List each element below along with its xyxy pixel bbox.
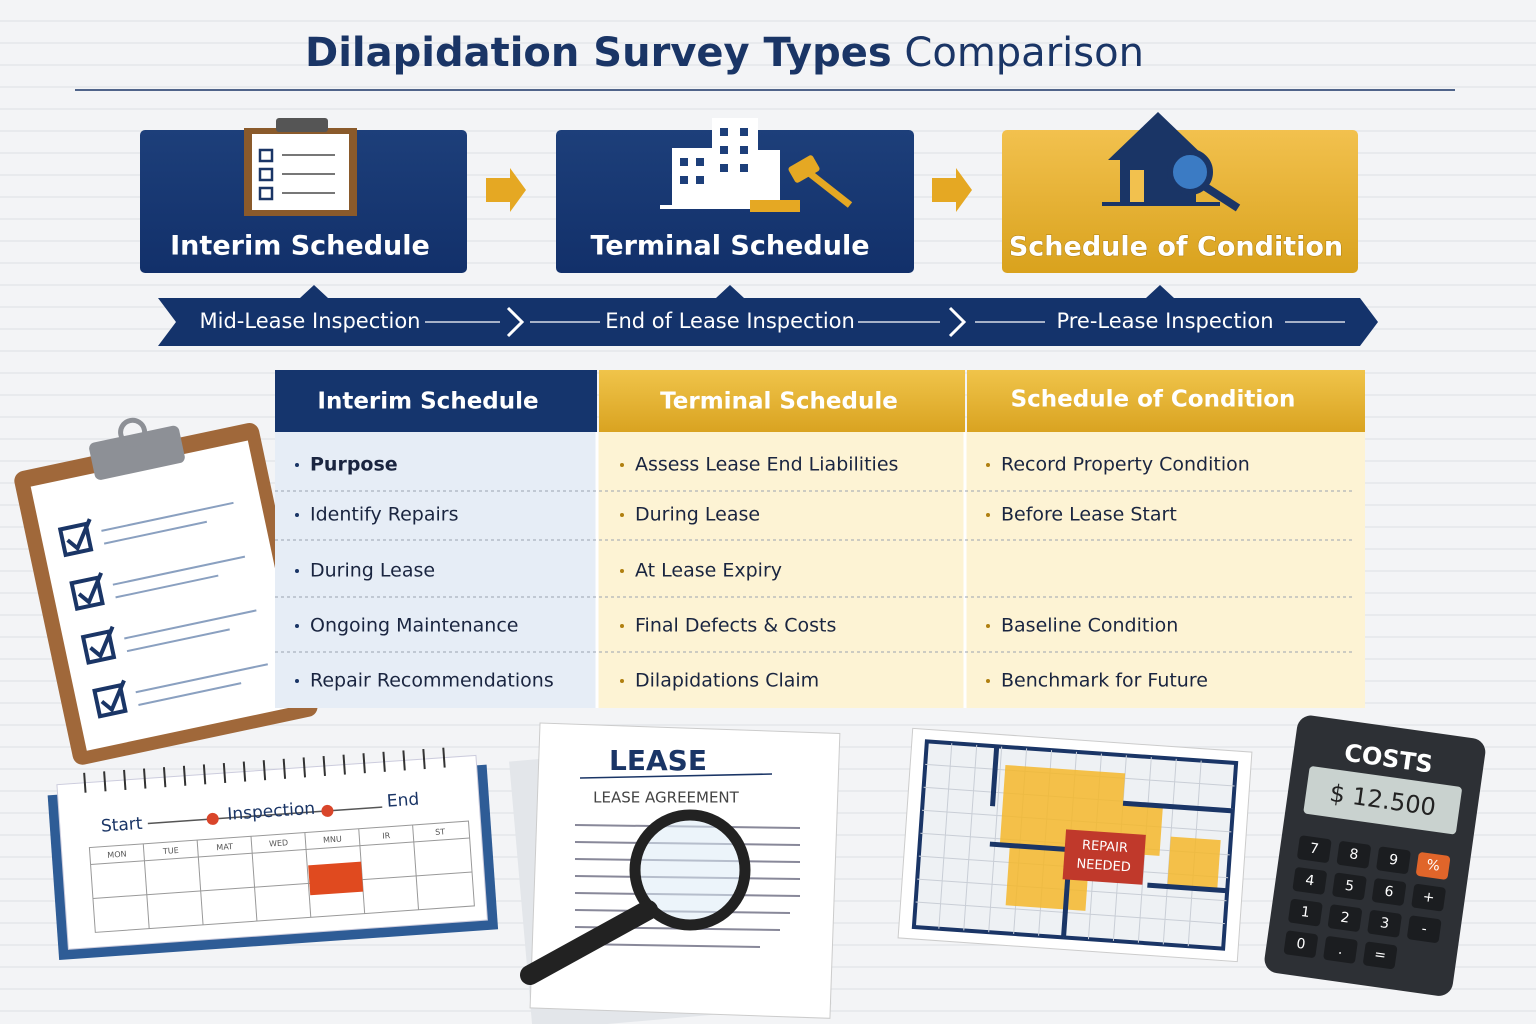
- day-label: TUE: [162, 846, 179, 856]
- card: Schedule of Condition: [1002, 112, 1358, 273]
- bullet: [295, 624, 299, 628]
- lease-illustration: LEASE LEASE AGREEMENT: [509, 722, 841, 1024]
- bullet: [986, 624, 990, 628]
- bullet: [620, 679, 624, 683]
- table-cell: Assess Lease End Liabilities: [635, 454, 898, 476]
- clipboard-illustration: [14, 417, 318, 765]
- day-label: IR: [382, 831, 391, 841]
- bullet: [295, 679, 299, 683]
- card-label: Terminal Schedule: [590, 231, 869, 262]
- title-rest: Comparison: [904, 30, 1144, 76]
- bullet: [295, 569, 299, 573]
- table-header: Schedule of Condition: [1011, 387, 1296, 413]
- calculator-key: [1297, 835, 1332, 863]
- title: Dilapidation Survey Types Comparison: [305, 30, 1144, 76]
- key-label: 3: [1379, 915, 1390, 932]
- repair-tag: REPAIR: [1081, 838, 1128, 856]
- key-label: 4: [1304, 872, 1315, 889]
- bullet: [620, 513, 624, 517]
- timeline-label: Pre-Lease Inspection: [1056, 309, 1273, 333]
- calculator-illustration: COSTS $ 12.500 7 8 94 5 61 2 30. =%+-: [1264, 715, 1486, 996]
- table-cell: At Lease Expiry: [635, 560, 782, 582]
- calculator-key: [1363, 941, 1398, 969]
- table-header: Interim Schedule: [317, 389, 538, 415]
- table-cell: Purpose: [310, 454, 398, 476]
- bullet: [295, 513, 299, 517]
- repair-tag: NEEDED: [1076, 857, 1131, 876]
- card: Terminal Schedule: [556, 118, 914, 273]
- card-label: Interim Schedule: [170, 231, 430, 262]
- calculator-key: [1367, 910, 1402, 938]
- calculator-key: [1416, 852, 1451, 880]
- day-label: MAT: [216, 842, 233, 852]
- calculator-key: [1411, 883, 1446, 912]
- key-label: .: [1337, 942, 1344, 958]
- arrow: [486, 168, 526, 212]
- table-cell: Identify Repairs: [310, 504, 459, 526]
- key-label: 5: [1344, 878, 1355, 895]
- key-label: 9: [1388, 852, 1399, 869]
- day-label: ST: [435, 827, 446, 837]
- calculator-key: [1283, 930, 1318, 958]
- lease-title: LEASE: [609, 744, 707, 777]
- day-label: MNU: [323, 834, 342, 844]
- table-cell: During Lease: [310, 560, 435, 582]
- arrow: [932, 168, 972, 212]
- calendar-illustration: Start Inspection End MON TUE MAT WED MNU…: [47, 747, 499, 960]
- key-label: 2: [1339, 910, 1350, 927]
- title-bold: Dilapidation Survey Types: [305, 30, 892, 76]
- key-label: 1: [1300, 904, 1311, 921]
- key-label: =: [1373, 947, 1387, 964]
- table-cell: Benchmark for Future: [1001, 670, 1208, 692]
- floorplan-illustration: REPAIR NEEDED: [897, 727, 1253, 963]
- comparison-table: Interim Schedule Terminal Schedule Sched…: [275, 370, 1365, 708]
- calculator-key: [1292, 867, 1327, 895]
- key-label: %: [1425, 857, 1440, 875]
- day-label: MON: [107, 850, 127, 860]
- table-cell: During Lease: [635, 504, 760, 526]
- calculator-key: [1288, 898, 1323, 927]
- calculator-key: [1332, 872, 1367, 901]
- table-cell: Repair Recommendations: [310, 670, 554, 692]
- calendar-label: End: [386, 789, 420, 811]
- calculator-key: [1376, 846, 1411, 874]
- key-label: 8: [1348, 846, 1359, 863]
- key-label: +: [1422, 889, 1436, 906]
- key-label: 7: [1309, 841, 1320, 858]
- table-cell: Ongoing Maintenance: [310, 615, 518, 637]
- bullet: [620, 624, 624, 628]
- calculator-key: [1327, 904, 1362, 932]
- timeline-label: Mid-Lease Inspection: [200, 309, 421, 333]
- calculator-key: [1372, 878, 1407, 906]
- calculator-key: [1336, 841, 1371, 869]
- card-label: Schedule of Condition: [1009, 232, 1343, 263]
- bullet: [620, 569, 624, 573]
- key-label: 6: [1384, 883, 1395, 900]
- bullet: [986, 513, 990, 517]
- lease-subtitle: LEASE AGREEMENT: [593, 789, 740, 807]
- key-label: 0: [1295, 936, 1306, 953]
- bullet: [295, 463, 299, 467]
- timeline-label: End of Lease Inspection: [605, 309, 855, 333]
- table-cell: Final Defects & Costs: [635, 615, 836, 637]
- bullet: [986, 463, 990, 467]
- table-cell: Before Lease Start: [1001, 504, 1177, 526]
- calculator-key: [1323, 936, 1358, 964]
- key-label: -: [1421, 921, 1428, 938]
- table-cell: Baseline Condition: [1001, 615, 1178, 637]
- card: Interim Schedule: [140, 118, 467, 273]
- day-label: WED: [269, 838, 289, 848]
- bullet: [986, 679, 990, 683]
- table-cell: Dilapidations Claim: [635, 670, 819, 692]
- calculator-key: [1407, 915, 1442, 943]
- calendar-label: Start: [100, 814, 143, 837]
- timeline: Mid-Lease Inspection End of Lease Inspec…: [158, 285, 1378, 346]
- table-header: Terminal Schedule: [660, 389, 898, 415]
- bullet: [620, 463, 624, 467]
- table-cell: Record Property Condition: [1001, 454, 1250, 476]
